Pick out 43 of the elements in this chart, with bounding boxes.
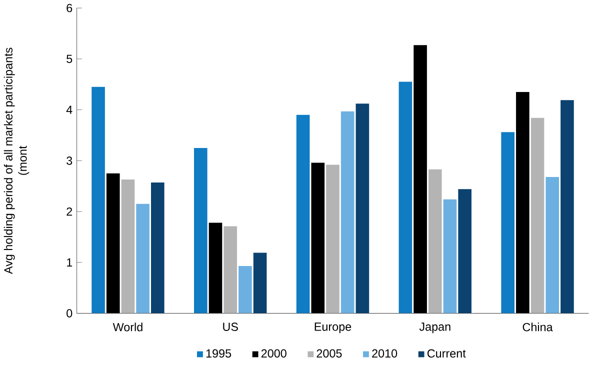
bar [516,92,530,314]
bar [356,104,370,314]
y-tick-label: 2 [66,207,72,216]
bar [121,179,135,314]
legend-label: 2010 [372,349,398,358]
bar [560,100,574,314]
bar [458,189,472,314]
y-tick-label: 3 [66,156,72,165]
bar [92,86,105,314]
bar [208,222,222,314]
bar [398,82,412,314]
bar [443,199,457,314]
y-axis-title: Avg holding period of all market participants (mont [4,48,30,274]
legend-label: 2005 [316,349,342,358]
bar [296,114,310,314]
y-tick-label: 4 [66,106,72,114]
x-tick-label: Europe [314,322,352,334]
bar [546,176,560,314]
bar [106,173,120,314]
bar [428,169,442,314]
bar [194,148,208,314]
bar [501,132,514,314]
bar [340,111,354,314]
x-tick-label: World [112,322,142,332]
bar [253,252,267,314]
bar [311,162,325,314]
y-tick-label: 6 [66,4,72,12]
bar [136,204,150,314]
y-tick-label: 5 [66,54,72,63]
bar [414,45,427,314]
legend-label: 2000 [261,349,286,358]
legend-label: 1995 [206,349,232,358]
bar [530,118,544,314]
legend-label: Current [427,349,466,358]
bar [151,182,164,314]
bar [238,266,252,314]
x-tick-label: China [522,322,553,332]
bar [326,164,340,314]
x-tick-label: US [223,322,238,331]
y-tick-label: 1 [67,258,72,266]
y-tick-label: 0 [66,309,72,318]
bar [224,226,238,314]
x-tick-label: Japan [419,322,450,334]
